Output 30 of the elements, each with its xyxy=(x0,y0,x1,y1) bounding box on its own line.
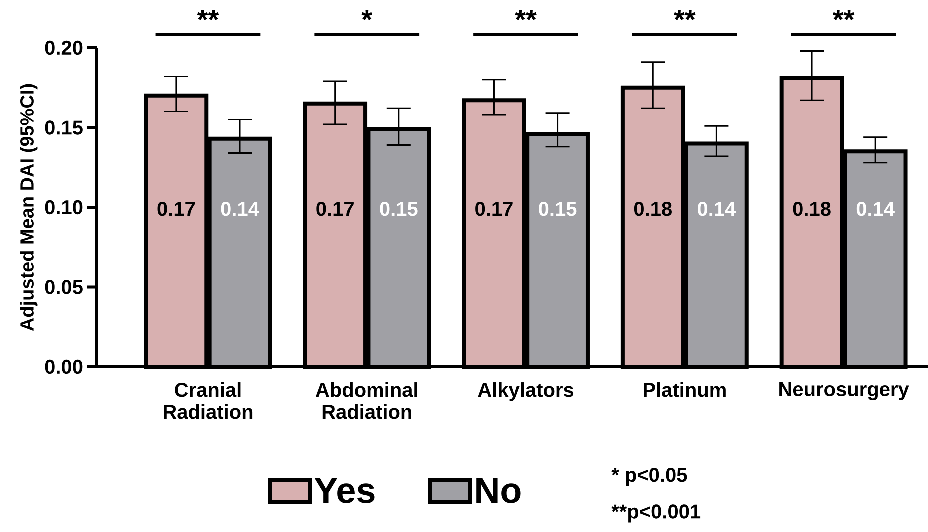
x-tick-label: Neurosurgery xyxy=(780,382,910,401)
data-label: 0.17 xyxy=(476,202,513,216)
data-label: 0.15 xyxy=(380,202,418,216)
text: ** xyxy=(674,10,696,20)
text: * p<0.05 xyxy=(612,468,688,486)
legend-label: Yes xyxy=(314,478,375,504)
data-label: 0.17 xyxy=(316,202,354,216)
data-label: 0.15 xyxy=(539,202,577,216)
y-tick-label: 0.20 xyxy=(45,40,83,56)
x-tick-label: Abdominal Radiation xyxy=(316,382,418,420)
y-tick-label: 0.05 xyxy=(45,280,83,294)
data-label: 0.14 xyxy=(221,202,260,216)
x-tick-label: Alkylators xyxy=(478,382,574,402)
data-label: 0.18 xyxy=(634,202,672,216)
y-tick-label: 0.15 xyxy=(45,120,83,135)
y-tick-label: 0.10 xyxy=(45,200,83,215)
x-tick-label: Cranial Radiation xyxy=(164,382,253,420)
text: ** xyxy=(832,10,855,20)
data-label: 0.18 xyxy=(793,202,831,216)
x-tick-label: Platinum xyxy=(644,382,726,398)
y-axis-title: Adjusted Mean DAI (95%CI) xyxy=(20,84,38,332)
text: **p<0.001 xyxy=(612,504,701,523)
text: ** xyxy=(515,10,537,20)
data-label: 0.17 xyxy=(158,202,196,216)
data-label: 0.14 xyxy=(698,202,736,216)
text: ** xyxy=(197,10,220,20)
text: * xyxy=(362,10,373,20)
legend-label: No xyxy=(476,478,521,504)
data-label: 0.14 xyxy=(856,202,895,216)
y-tick-label: 0.00 xyxy=(45,360,83,374)
